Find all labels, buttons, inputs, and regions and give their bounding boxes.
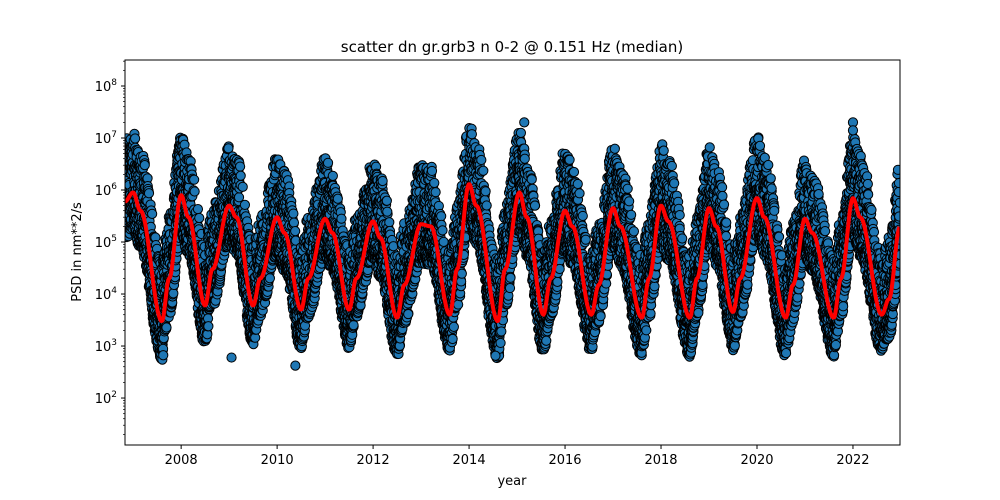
scatter-point (336, 213, 347, 224)
chart-title: scatter dn gr.grb3 n 0-2 @ 0.151 Hz (med… (341, 38, 683, 56)
scatter-point (233, 192, 245, 203)
scatter-point (429, 177, 440, 189)
scatter-point (322, 157, 334, 168)
scatter-point (288, 217, 300, 228)
scatter-point (381, 195, 392, 206)
scatter-point (388, 241, 399, 252)
scatter-point (194, 212, 205, 224)
scatter-point (332, 193, 343, 204)
scatter-point (382, 206, 393, 217)
scatter-point (189, 186, 200, 197)
scatter-point (377, 175, 388, 187)
scatter-point (426, 165, 438, 177)
scatter-point (430, 187, 441, 198)
scatter-point (436, 211, 447, 222)
scatter-point (403, 308, 414, 320)
scatter-point (203, 321, 214, 332)
scatter-point (288, 208, 299, 219)
scatter-point (168, 288, 179, 299)
scatter-point (437, 225, 448, 236)
scatter-point (161, 322, 172, 333)
scatter-point (327, 170, 338, 181)
scatter-point (235, 161, 246, 172)
scatter-point (264, 273, 275, 284)
scatter-point (143, 188, 155, 199)
scatter-point (139, 160, 150, 171)
scatter-point (239, 199, 251, 210)
scatter-point (290, 226, 301, 237)
scatter-point (348, 320, 359, 331)
scatter-point (130, 133, 141, 144)
scatter-point (384, 217, 395, 228)
scatter-point (189, 174, 200, 185)
scatter-point (438, 236, 449, 247)
scatter-point (235, 170, 246, 181)
scatter-point (158, 350, 169, 361)
scatter-point (192, 204, 204, 215)
scatter-point (147, 208, 158, 219)
scatter-point (237, 181, 248, 192)
